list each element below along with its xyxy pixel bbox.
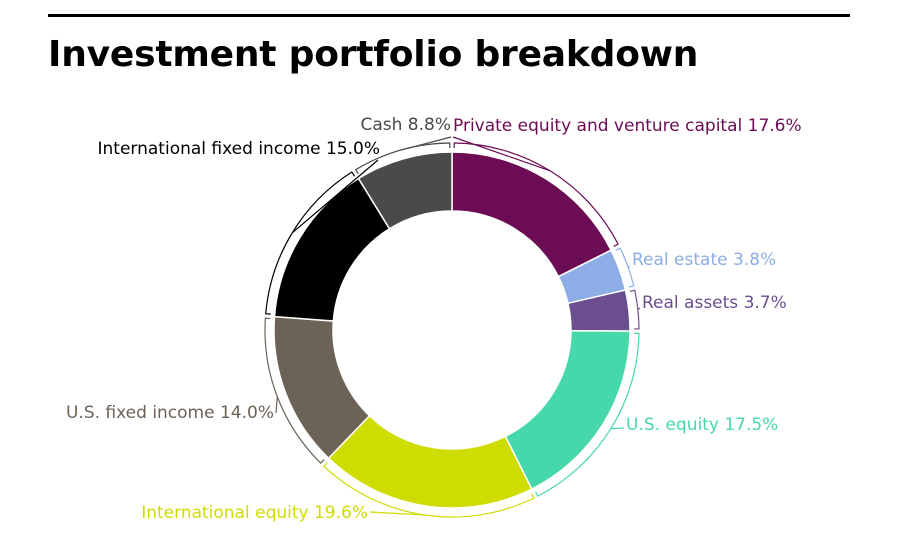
slice-label: U.S. equity 17.5% xyxy=(626,415,778,435)
top-rule xyxy=(48,14,850,17)
callout-leader xyxy=(452,136,551,172)
callout-bracket xyxy=(264,317,325,464)
callout-leader xyxy=(637,307,641,310)
callout-leader xyxy=(275,396,278,414)
slice-label: U.S. fixed income 14.0% xyxy=(66,403,274,423)
chart-title: Investment portfolio breakdown xyxy=(48,34,699,75)
slice-u-s-equity xyxy=(504,329,631,491)
callout-bracket xyxy=(535,332,640,497)
slice-international-equity xyxy=(327,414,533,509)
slice-private-equity-and-venture-capital xyxy=(451,151,613,278)
slice-label: International equity 19.6% xyxy=(141,503,368,523)
callout-leader xyxy=(369,511,424,516)
slice-label: Private equity and venture capital 17.6% xyxy=(453,116,802,136)
callout-bracket xyxy=(629,289,640,330)
callout-leader xyxy=(400,136,452,151)
callout-leader xyxy=(291,159,379,234)
slice-label: Real assets 3.7% xyxy=(642,293,787,313)
callout-leader xyxy=(610,427,625,430)
slice-label: International fixed income 15.0% xyxy=(98,139,380,159)
slice-label: Real estate 3.8% xyxy=(632,250,776,270)
slice-label: Cash 8.8% xyxy=(360,115,451,135)
slice-cash xyxy=(357,151,453,230)
callout-bracket xyxy=(323,462,535,518)
callout-bracket xyxy=(615,247,635,288)
